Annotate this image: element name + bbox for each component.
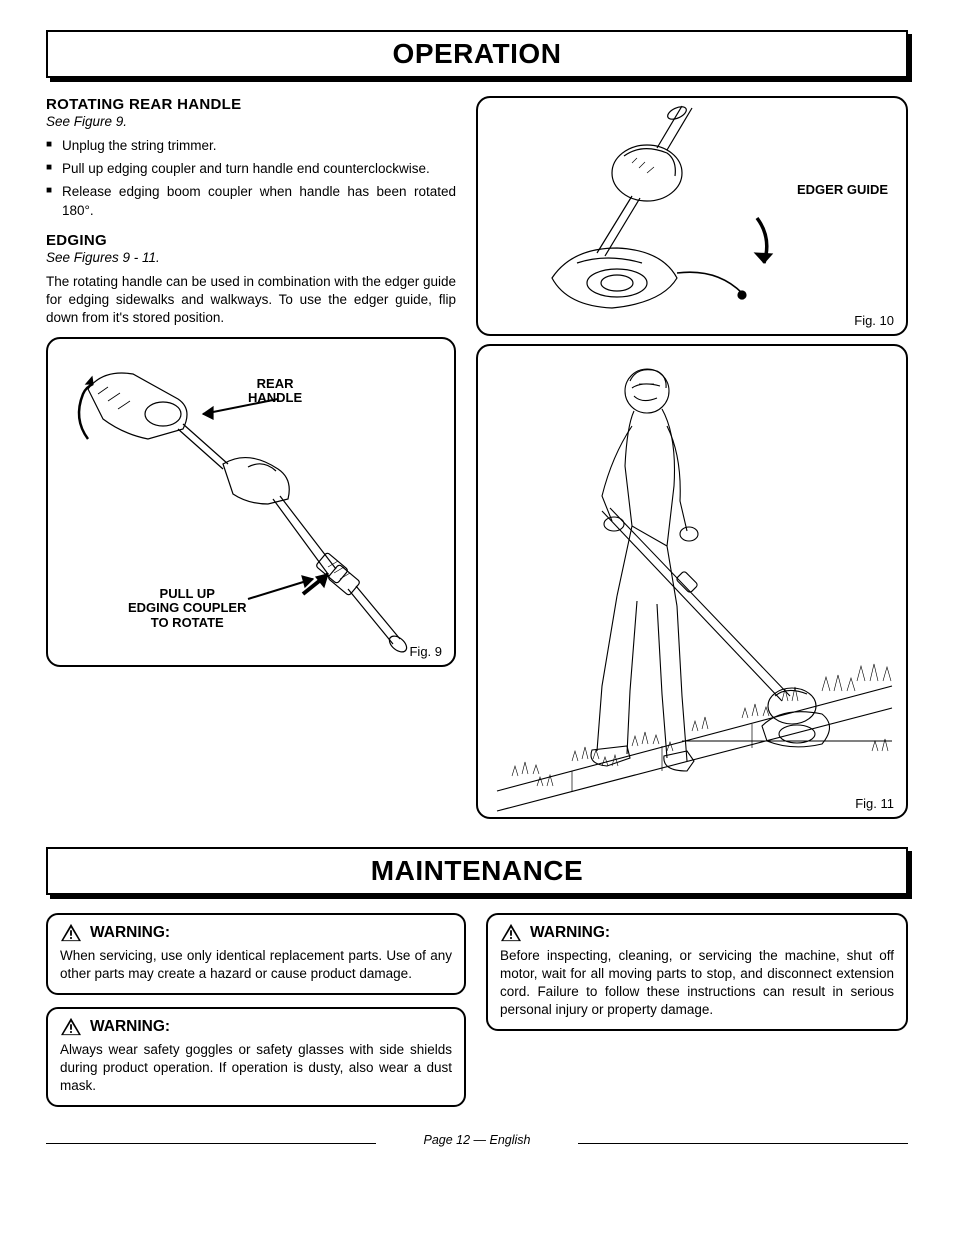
footer-rule-right bbox=[578, 1143, 908, 1144]
maintenance-title: MAINTENANCE bbox=[48, 855, 906, 887]
fig9-pull-up-label: PULL UP EDGING COUPLER TO ROTATE bbox=[128, 587, 246, 630]
warning-header: WARNING: bbox=[60, 923, 452, 943]
warning-title: WARNING: bbox=[90, 924, 170, 942]
warning-title: WARNING: bbox=[530, 924, 610, 942]
warning-box-1: WARNING: When servicing, use only identi… bbox=[46, 913, 466, 995]
operation-title-box: OPERATION bbox=[46, 30, 908, 78]
rotating-handle-heading: ROTATING REAR HANDLE bbox=[46, 96, 456, 113]
figure-9: REAR HANDLE PULL UP EDGING COUPLER TO RO… bbox=[46, 337, 456, 667]
fig9-caption: Fig. 9 bbox=[409, 644, 442, 659]
figure-10-illustration bbox=[478, 98, 906, 338]
maintenance-columns: WARNING: When servicing, use only identi… bbox=[46, 913, 908, 1119]
maintenance-right-column: WARNING: Before inspecting, cleaning, or… bbox=[486, 913, 908, 1119]
see-figures-9-11: See Figures 9 - 11. bbox=[46, 250, 456, 265]
operation-right-column: EDGER GUIDE Fig. 10 bbox=[476, 96, 908, 819]
warning-title: WARNING: bbox=[90, 1018, 170, 1036]
warning-box-2: WARNING: Always wear safety goggles or s… bbox=[46, 1007, 466, 1107]
edging-paragraph: The rotating handle can be used in combi… bbox=[46, 273, 456, 327]
bullet-item: Release edging boom coupler when handle … bbox=[46, 183, 456, 219]
rotating-handle-bullets: Unplug the string trimmer. Pull up edgin… bbox=[46, 137, 456, 220]
operation-left-column: ROTATING REAR HANDLE See Figure 9. Unplu… bbox=[46, 96, 456, 819]
maintenance-left-column: WARNING: When servicing, use only identi… bbox=[46, 913, 466, 1119]
warning-box-3: WARNING: Before inspecting, cleaning, or… bbox=[486, 913, 908, 1031]
footer-text: Page 12 — English bbox=[423, 1133, 530, 1147]
see-figure-9: See Figure 9. bbox=[46, 114, 456, 129]
warning-triangle-icon bbox=[60, 1017, 82, 1037]
figure-11-illustration bbox=[478, 346, 906, 821]
footer-rule-left bbox=[46, 1143, 376, 1144]
bullet-item: Pull up edging coupler and turn handle e… bbox=[46, 160, 456, 178]
maintenance-title-box: MAINTENANCE bbox=[46, 847, 908, 895]
edging-heading: EDGING bbox=[46, 232, 456, 249]
warning-header: WARNING: bbox=[500, 923, 894, 943]
bullet-item: Unplug the string trimmer. bbox=[46, 137, 456, 155]
fig11-caption: Fig. 11 bbox=[855, 796, 894, 811]
warning-triangle-icon bbox=[60, 923, 82, 943]
warning-3-text: Before inspecting, cleaning, or servicin… bbox=[500, 947, 894, 1019]
warning-1-text: When servicing, use only identical repla… bbox=[60, 947, 452, 983]
figure-11: Fig. 11 bbox=[476, 344, 908, 819]
warning-triangle-icon bbox=[500, 923, 522, 943]
fig9-rear-handle-label: REAR HANDLE bbox=[248, 377, 302, 406]
operation-columns: ROTATING REAR HANDLE See Figure 9. Unplu… bbox=[46, 96, 908, 819]
fig10-edger-guide-label: EDGER GUIDE bbox=[797, 183, 888, 197]
warning-header: WARNING: bbox=[60, 1017, 452, 1037]
warning-2-text: Always wear safety goggles or safety gla… bbox=[60, 1041, 452, 1095]
fig10-caption: Fig. 10 bbox=[854, 313, 894, 328]
page-footer: Page 12 — English bbox=[46, 1133, 908, 1153]
operation-title: OPERATION bbox=[48, 38, 906, 70]
figure-10: EDGER GUIDE Fig. 10 bbox=[476, 96, 908, 336]
